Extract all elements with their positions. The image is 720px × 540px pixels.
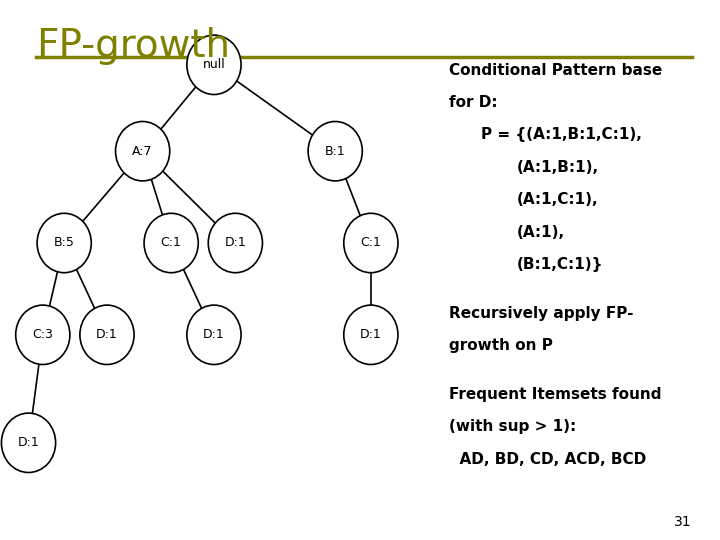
Text: (A:1),: (A:1), [517,225,565,240]
Ellipse shape [343,305,398,364]
Ellipse shape [37,213,91,273]
Text: C:1: C:1 [361,237,382,249]
Text: null: null [202,58,225,71]
Text: Frequent Itemsets found: Frequent Itemsets found [449,387,662,402]
Text: FP-growth: FP-growth [36,27,230,65]
Ellipse shape [208,213,263,273]
Ellipse shape [308,122,362,181]
Text: D:1: D:1 [96,328,118,341]
Text: D:1: D:1 [225,237,246,249]
Text: B:1: B:1 [325,145,346,158]
Text: (B:1,C:1)}: (B:1,C:1)} [517,257,603,272]
Ellipse shape [144,213,198,273]
Text: for D:: for D: [449,95,498,110]
Ellipse shape [187,35,241,94]
Text: B:5: B:5 [54,237,75,249]
Ellipse shape [1,413,55,472]
Ellipse shape [115,122,170,181]
Text: D:1: D:1 [18,436,40,449]
Text: D:1: D:1 [203,328,225,341]
Text: Recursively apply FP-: Recursively apply FP- [449,306,634,321]
Text: (with sup > 1):: (with sup > 1): [449,419,577,434]
Text: 31: 31 [674,515,692,529]
Text: (A:1,B:1),: (A:1,B:1), [517,160,599,175]
Text: (A:1,C:1),: (A:1,C:1), [517,192,599,207]
Ellipse shape [343,213,398,273]
Text: P = {(A:1,B:1,C:1),: P = {(A:1,B:1,C:1), [482,127,642,143]
Text: Conditional Pattern base: Conditional Pattern base [449,63,662,78]
Ellipse shape [80,305,134,364]
Text: AD, BD, CD, ACD, BCD: AD, BD, CD, ACD, BCD [449,451,647,467]
Text: C:3: C:3 [32,328,53,341]
Text: D:1: D:1 [360,328,382,341]
Text: A:7: A:7 [132,145,153,158]
Ellipse shape [16,305,70,364]
Text: growth on P: growth on P [449,338,553,353]
Text: C:1: C:1 [161,237,181,249]
Ellipse shape [187,305,241,364]
